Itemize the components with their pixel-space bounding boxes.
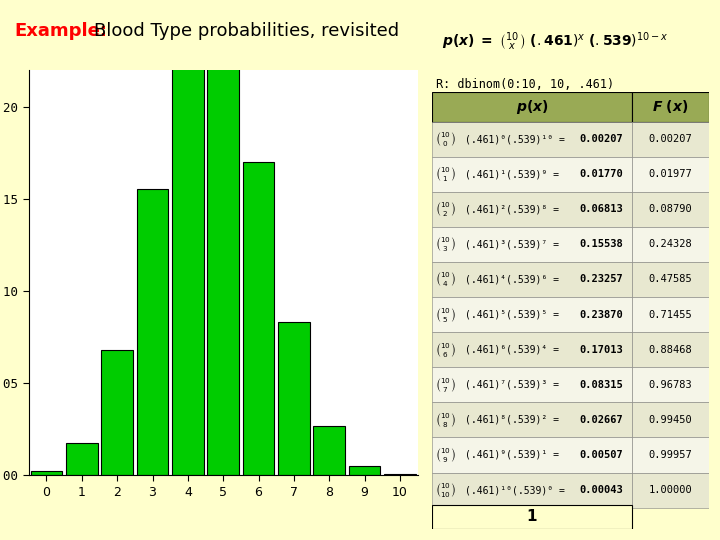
Text: 0.96783: 0.96783 <box>649 380 692 390</box>
Text: 0.02667: 0.02667 <box>580 415 624 425</box>
FancyBboxPatch shape <box>631 92 709 122</box>
FancyBboxPatch shape <box>432 92 631 122</box>
Text: (.461)²(.539)⁸ =: (.461)²(.539)⁸ = <box>465 204 565 214</box>
FancyBboxPatch shape <box>432 402 631 437</box>
FancyBboxPatch shape <box>631 332 709 367</box>
Text: Blood Type probabilities, revisited: Blood Type probabilities, revisited <box>94 22 399 39</box>
FancyBboxPatch shape <box>631 367 709 402</box>
Text: $\binom{10}{2}$: $\binom{10}{2}$ <box>435 200 456 218</box>
Text: $\binom{10}{1}$: $\binom{10}{1}$ <box>435 165 456 183</box>
Text: $\binom{10}{10}$: $\binom{10}{10}$ <box>435 481 456 499</box>
Text: 0.01770: 0.01770 <box>580 169 624 179</box>
Text: 0.99450: 0.99450 <box>649 415 692 425</box>
FancyBboxPatch shape <box>631 157 709 192</box>
Text: 0.99957: 0.99957 <box>649 450 692 460</box>
Text: 0.00043: 0.00043 <box>580 485 624 495</box>
Bar <box>66 443 98 475</box>
Text: (.461)⁹(.539)¹ =: (.461)⁹(.539)¹ = <box>465 450 565 460</box>
Text: 0.08790: 0.08790 <box>649 204 692 214</box>
Text: 0.88468: 0.88468 <box>649 345 692 355</box>
Text: (.461)⁰(.539)¹⁰ =: (.461)⁰(.539)¹⁰ = <box>465 134 571 144</box>
Bar <box>348 466 380 475</box>
Text: (.461)⁸(.539)² =: (.461)⁸(.539)² = <box>465 415 565 425</box>
FancyBboxPatch shape <box>631 472 709 508</box>
Bar <box>207 36 239 475</box>
Bar <box>172 47 204 475</box>
Text: $\binom{10}{7}$: $\binom{10}{7}$ <box>435 376 456 394</box>
FancyBboxPatch shape <box>432 367 631 402</box>
FancyBboxPatch shape <box>432 262 631 297</box>
Text: 0.71455: 0.71455 <box>649 309 692 320</box>
Text: $\boldsymbol{p(x)}\ \boldsymbol{=}\ \binom{10}{x}\ \boldsymbol{(.461)^x\ (.539)^: $\boldsymbol{p(x)}\ \boldsymbol{=}\ \bin… <box>442 31 669 53</box>
FancyBboxPatch shape <box>432 332 631 367</box>
Text: 0.00207: 0.00207 <box>580 134 624 144</box>
Text: $\binom{10}{4}$: $\binom{10}{4}$ <box>435 271 456 288</box>
Text: $\boldsymbol{p(x)}$: $\boldsymbol{p(x)}$ <box>516 98 548 116</box>
Text: $\binom{10}{3}$: $\binom{10}{3}$ <box>435 235 456 253</box>
Bar <box>30 471 63 475</box>
Text: 0.01977: 0.01977 <box>649 169 692 179</box>
Text: 0.00507: 0.00507 <box>580 450 624 460</box>
FancyBboxPatch shape <box>631 262 709 297</box>
Text: 0.17013: 0.17013 <box>580 345 624 355</box>
Text: $\binom{10}{9}$: $\binom{10}{9}$ <box>435 446 456 464</box>
FancyBboxPatch shape <box>631 402 709 437</box>
FancyBboxPatch shape <box>432 122 631 157</box>
Text: $\binom{10}{8}$: $\binom{10}{8}$ <box>435 411 456 429</box>
Text: (.461)⁴(.539)⁶ =: (.461)⁴(.539)⁶ = <box>465 274 565 285</box>
FancyBboxPatch shape <box>631 437 709 472</box>
FancyBboxPatch shape <box>631 122 709 157</box>
Text: (.461)⁷(.539)³ =: (.461)⁷(.539)³ = <box>465 380 565 390</box>
Text: (.461)⁶(.539)⁴ =: (.461)⁶(.539)⁴ = <box>465 345 565 355</box>
FancyBboxPatch shape <box>432 192 631 227</box>
Bar <box>102 350 133 475</box>
Text: 0.15538: 0.15538 <box>580 239 624 249</box>
Text: $\binom{10}{5}$: $\binom{10}{5}$ <box>435 306 456 323</box>
Text: (.461)¹⁰(.539)⁰ =: (.461)¹⁰(.539)⁰ = <box>465 485 571 495</box>
Text: 0.24328: 0.24328 <box>649 239 692 249</box>
Text: 1: 1 <box>526 509 537 524</box>
Text: 0.23257: 0.23257 <box>580 274 624 285</box>
FancyBboxPatch shape <box>631 192 709 227</box>
Bar <box>313 426 345 475</box>
FancyBboxPatch shape <box>631 297 709 332</box>
Bar <box>278 322 310 475</box>
Text: 0.47585: 0.47585 <box>649 274 692 285</box>
Text: R: dbinom(0:10, 10, .461): R: dbinom(0:10, 10, .461) <box>436 78 613 91</box>
FancyBboxPatch shape <box>432 472 631 508</box>
FancyBboxPatch shape <box>432 437 631 472</box>
FancyBboxPatch shape <box>432 157 631 192</box>
Text: 0.23870: 0.23870 <box>580 309 624 320</box>
Text: 1.00000: 1.00000 <box>649 485 692 495</box>
FancyBboxPatch shape <box>432 227 631 262</box>
Text: $\binom{10}{0}$: $\binom{10}{0}$ <box>435 130 456 148</box>
Bar <box>243 162 274 475</box>
Bar <box>137 189 168 475</box>
Text: (.461)⁵(.539)⁵ =: (.461)⁵(.539)⁵ = <box>465 309 565 320</box>
Text: (.461)¹(.539)⁹ =: (.461)¹(.539)⁹ = <box>465 169 565 179</box>
Text: $\boldsymbol{F\ (x)}$: $\boldsymbol{F\ (x)}$ <box>652 98 688 115</box>
FancyBboxPatch shape <box>432 297 631 332</box>
FancyBboxPatch shape <box>432 505 631 529</box>
FancyBboxPatch shape <box>631 227 709 262</box>
Text: 0.06813: 0.06813 <box>580 204 624 214</box>
Text: $\binom{10}{6}$: $\binom{10}{6}$ <box>435 341 456 359</box>
Text: Example:: Example: <box>14 22 107 39</box>
Text: 0.00207: 0.00207 <box>649 134 692 144</box>
Text: 0.08315: 0.08315 <box>580 380 624 390</box>
Text: (.461)³(.539)⁷ =: (.461)³(.539)⁷ = <box>465 239 565 249</box>
